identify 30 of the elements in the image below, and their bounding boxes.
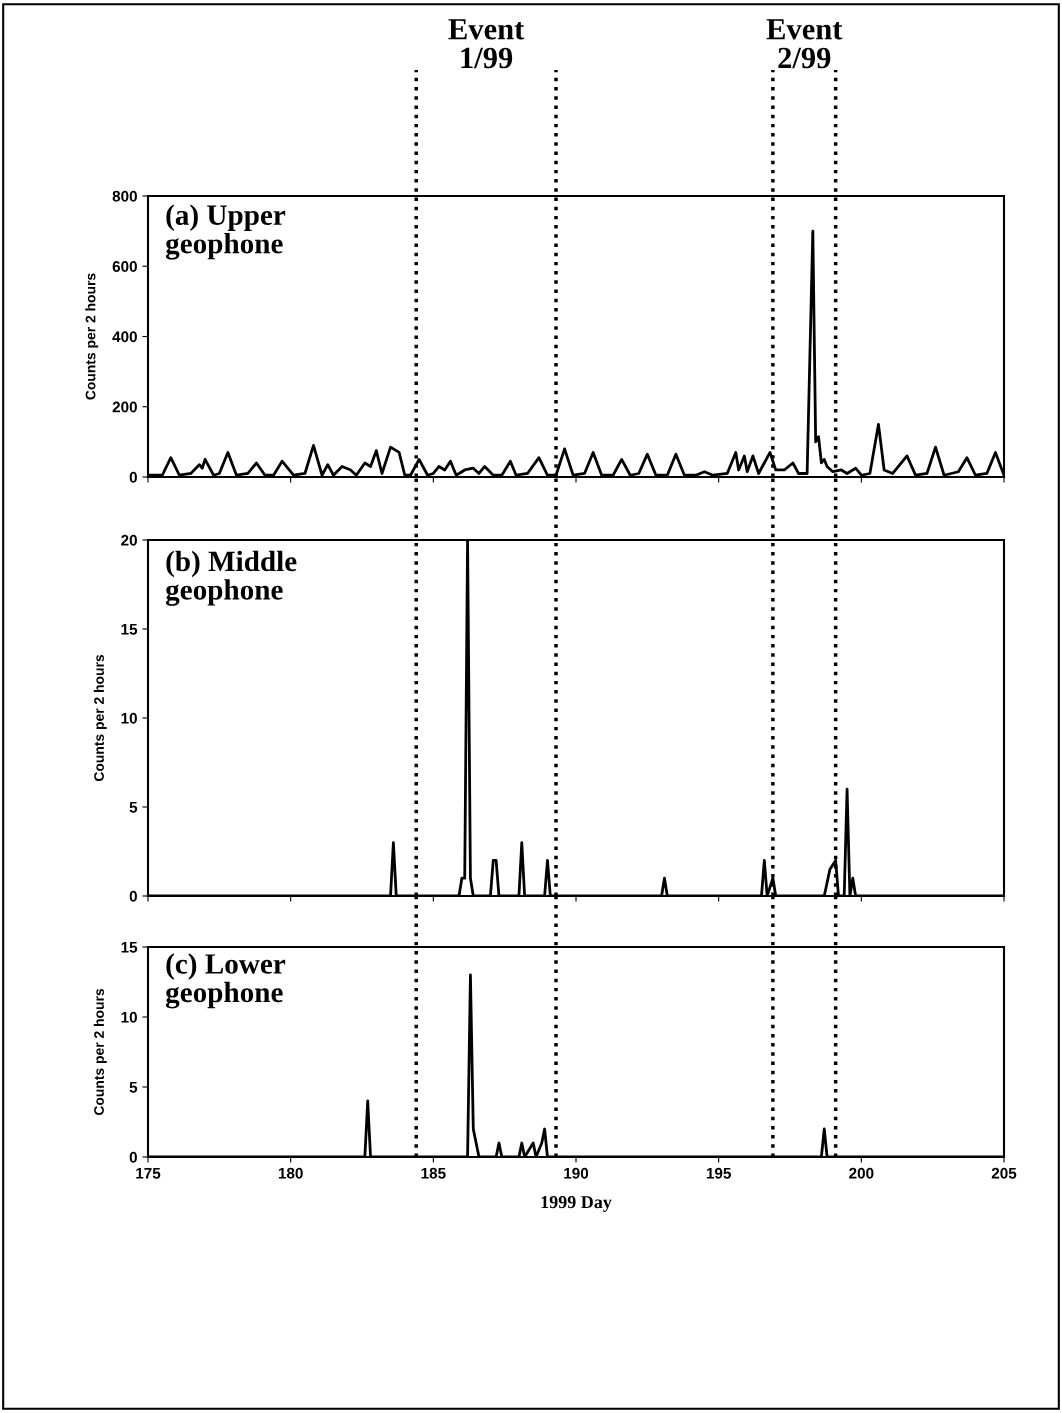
y-tick-label: 0: [129, 1151, 137, 1163]
y-axis-title: Counts per 2 hours: [93, 654, 107, 782]
x-tick-label: 200: [849, 1167, 874, 1179]
y-tick-label: 5: [129, 802, 138, 813]
y-axis-title: Counts per 2 hours: [93, 988, 107, 1116]
text: Event 1/99: [448, 19, 525, 69]
x-tick-label: 175: [136, 1167, 161, 1179]
y-tick-label: 400: [112, 331, 137, 343]
y-tick-label: 600: [112, 261, 137, 272]
y-tick-label: 15: [121, 942, 138, 953]
y-tick-label: 20: [121, 534, 137, 546]
x-tick-label: 195: [706, 1167, 731, 1179]
y-tick-label: 0: [129, 890, 137, 902]
text: (b) Middle geophone: [165, 550, 297, 606]
x-tick-label: 190: [564, 1167, 589, 1179]
x-tick-label: 180: [278, 1167, 303, 1179]
text: Event 2/99: [766, 19, 843, 69]
y-tick-label: 10: [121, 1011, 137, 1023]
x-tick-label: 205: [991, 1167, 1017, 1179]
y-tick-label: 200: [112, 401, 137, 413]
y-tick-label: 5: [129, 1082, 138, 1093]
x-tick-label: 185: [421, 1167, 446, 1179]
y-tick-label: 10: [121, 712, 137, 724]
y-tick-label: 0: [129, 471, 137, 483]
y-tick-label: 800: [112, 190, 137, 202]
y-axis-title: Counts per 2 hours: [85, 273, 99, 400]
text: (c) Lower geophone: [165, 953, 286, 1009]
x-axis-title: 1999 Day: [541, 1196, 612, 1212]
y-tick-label: 15: [121, 624, 138, 635]
text: (a) Upper geophone: [165, 204, 286, 260]
